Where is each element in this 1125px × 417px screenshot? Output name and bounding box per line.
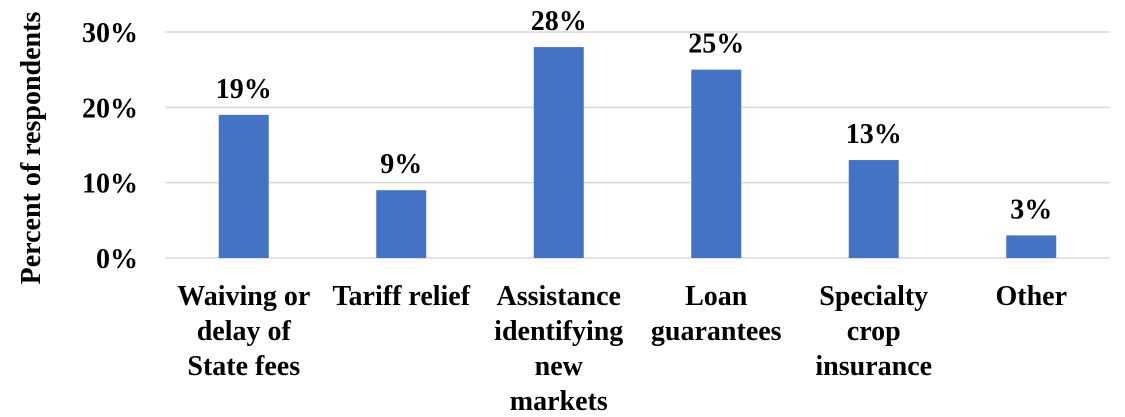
- y-tick-labels: 0% 10% 20% 30%: [82, 18, 138, 275]
- y-axis-label: Percent of respondents: [16, 12, 47, 285]
- gridlines: [165, 31, 1110, 259]
- data-label: 19%: [216, 74, 272, 105]
- data-label: 13%: [846, 119, 902, 150]
- x-category-labels: Waiving or delay of State fees Tariff relie…: [177, 281, 1067, 417]
- category-label: Waiving or delay of State fees: [177, 281, 310, 382]
- y-tick-label: 30%: [82, 18, 138, 49]
- data-label: 28%: [531, 6, 587, 37]
- y-tick-label: 0%: [96, 244, 138, 275]
- bar: [376, 190, 427, 258]
- category-label: Loan guarantees: [651, 281, 782, 347]
- y-tick-label: 20%: [82, 93, 138, 124]
- category-label: Other: [995, 281, 1067, 312]
- data-label: 3%: [1010, 194, 1052, 225]
- data-label: 25%: [688, 29, 744, 60]
- bar: [848, 160, 899, 258]
- y-tick-label: 10%: [82, 169, 138, 200]
- bar: [1006, 235, 1057, 258]
- bar: [533, 47, 584, 258]
- bar: [691, 69, 742, 259]
- bar: [218, 114, 269, 258]
- category-label: Specialty crop insurance: [815, 281, 932, 382]
- category-label: Tariff relief: [332, 281, 470, 312]
- data-labels: 19% 9% 28% 25% 13% 3%: [216, 6, 1053, 225]
- category-label: Assistance identifying new markets: [494, 281, 623, 417]
- data-label: 9%: [380, 149, 422, 180]
- bars: [218, 47, 1057, 259]
